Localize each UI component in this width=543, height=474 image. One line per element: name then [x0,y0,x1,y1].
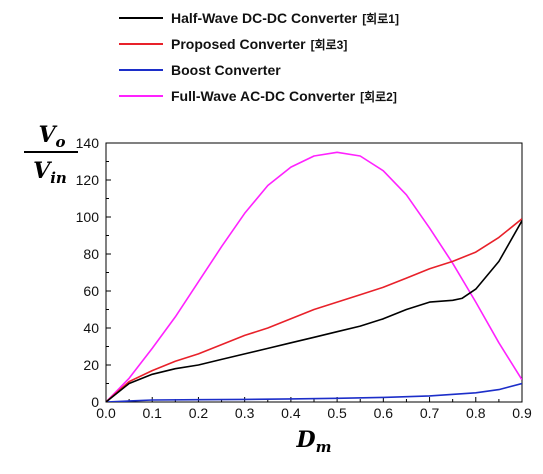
series-line-full-wave-ac-dc-converter [106,151,522,402]
series-line-half-wave-dc-dc-converter [106,220,522,402]
y-tick-label: 120 [76,172,100,188]
x-tick-label: 0.0 [96,405,116,421]
y-axis-title-numerator-sub: o [56,133,66,151]
legend-tag: [회로2] [360,89,397,104]
legend-label: Half-Wave DC-DC Converter [회로1] [171,10,399,26]
legend: Half-Wave DC-DC Converter [회로1] Proposed C… [119,10,399,104]
y-tick-label: 60 [83,283,99,299]
x-axis-title: Dm [296,427,332,456]
x-tick-label: 0.6 [374,405,394,421]
x-axis-title-sub: m [316,438,332,456]
series-line-boost-converter [106,382,522,402]
x-tick-label: 0.8 [466,405,486,421]
legend-label: Proposed Converter [회로3] [171,36,347,52]
legend-label: Full-Wave AC-DC Converter [회로2] [171,88,397,104]
x-tick-label: 0.4 [281,405,301,421]
y-tick-label: 100 [76,209,100,225]
y-tick-label: 80 [83,246,99,262]
legend-label: Boost Converter [171,62,281,78]
legend-tag: [회로3] [311,37,348,52]
series-line-proposed-converter [106,218,522,402]
y-axis-title-numerator: Vo [38,122,65,151]
y-axis: 0 20 40 60 80 100 120 140 [76,135,111,410]
y-tick-label: 20 [83,357,99,373]
x-tick-label: 0.9 [512,405,532,421]
x-tick-label: 0.3 [235,405,255,421]
x-tick-label: 0.2 [189,405,209,421]
x-tick-label: 0.5 [327,405,347,421]
y-tick-label: 0 [91,394,99,410]
y-tick-label: 40 [83,320,99,336]
plot-frame [105,142,523,403]
legend-tag: [회로1] [362,11,399,26]
x-tick-label: 0.1 [142,405,162,421]
y-axis-title-denominator-sub: in [50,169,67,187]
y-axis-title-denominator: Vin [33,158,67,187]
y-tick-label: 140 [76,135,100,151]
x-tick-label: 0.7 [420,405,440,421]
